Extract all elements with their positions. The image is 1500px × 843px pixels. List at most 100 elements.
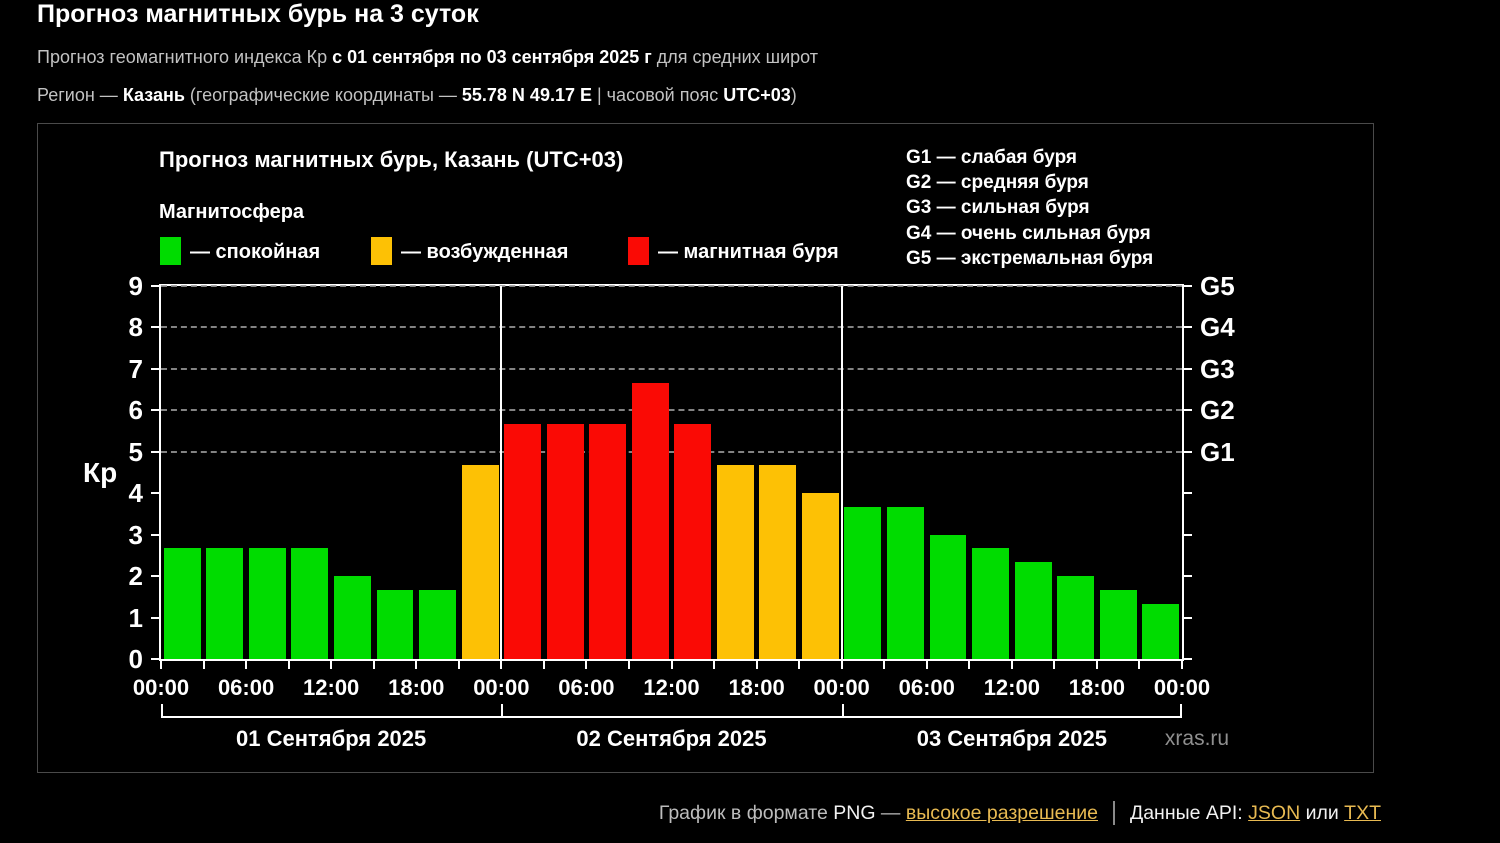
- x-axis-tick: [415, 659, 418, 669]
- y-axis-tick-right: [1182, 575, 1192, 578]
- region-label: Регион —: [37, 85, 123, 105]
- day-separator: [840, 286, 843, 659]
- x-axis-tick: [1053, 659, 1056, 669]
- subtitle-dates: с 01 сентября по 03 сентября 2025 г: [332, 47, 652, 67]
- day-separator: [500, 286, 503, 659]
- x-axis-tick: [798, 659, 801, 669]
- date-bracket-tick: [841, 704, 844, 718]
- kp-bar: [1057, 576, 1095, 659]
- x-axis-tick: [500, 659, 503, 669]
- x-axis-tick: [1010, 659, 1013, 669]
- kp-bar: [1014, 562, 1052, 659]
- y-axis-tick-right: [1182, 658, 1192, 660]
- x-axis-tick: [968, 659, 971, 669]
- footer-or-text: или: [1300, 801, 1345, 824]
- x-tick-label: 18:00: [728, 675, 785, 700]
- kp-bar: [844, 506, 882, 659]
- y-axis-tick: [151, 658, 159, 660]
- y-tick-label: 9: [128, 271, 143, 301]
- date-bracket-tick: [1180, 704, 1182, 718]
- region-timezone: UTC+03: [723, 85, 791, 105]
- x-tick-label: 00:00: [473, 675, 530, 700]
- kp-bar: [1142, 603, 1180, 659]
- y-axis-tick: [151, 326, 159, 329]
- kp-bar: [206, 548, 244, 659]
- date-label: 01 Сентября 2025: [236, 726, 427, 751]
- g-level-label: G2: [1200, 395, 1235, 426]
- date-bracket-tick: [161, 704, 163, 718]
- x-tick-label: 18:00: [1068, 675, 1126, 700]
- x-tick-label: 12:00: [983, 675, 1040, 700]
- y-tick-label: 3: [128, 519, 143, 550]
- x-axis-tick: [245, 659, 248, 669]
- x-axis-tick: [457, 659, 460, 669]
- x-axis-tick: [1095, 659, 1098, 669]
- g-level-label: G3: [1200, 353, 1235, 384]
- x-tick-label: 00:00: [132, 675, 190, 700]
- footer-png-text: PNG: [833, 801, 876, 824]
- x-axis-tick: [713, 659, 716, 669]
- region-sep: | часовой пояс: [592, 85, 724, 105]
- subtitle-pre: Прогноз геомагнитного индекса Кр: [37, 47, 333, 67]
- x-axis-tick: [330, 659, 333, 669]
- y-axis-tick: [151, 533, 159, 536]
- legend-title: Магнитосфера: [159, 201, 305, 223]
- y-axis-title: Кр: [83, 456, 118, 488]
- x-tick-label: 00:00: [813, 675, 870, 700]
- x-tick-label: 12:00: [643, 675, 700, 700]
- x-tick-label: 06:00: [558, 675, 615, 700]
- subtitle-post: для средних широт: [651, 47, 819, 67]
- x-axis-tick: [542, 659, 545, 669]
- kp-bar: [887, 506, 924, 659]
- forecast-subtitle: Прогноз геомагнитного индекса Кр с 01 се…: [37, 47, 818, 68]
- region-line: Регион — Казань (географические координа…: [37, 85, 797, 106]
- x-axis-tick: [1181, 659, 1183, 669]
- x-axis-tick: [627, 659, 630, 669]
- x-axis-tick: [755, 659, 758, 669]
- kp-bar: [716, 465, 754, 659]
- json-link[interactable]: JSON: [1248, 801, 1301, 824]
- y-tick-label: 5: [128, 436, 143, 467]
- kp-bar: [248, 548, 286, 659]
- legend-swatch-storm: [628, 237, 649, 265]
- date-label: 02 Сентября 2025: [576, 726, 767, 751]
- kp-bar: [504, 424, 542, 659]
- y-tick-label: 2: [128, 561, 143, 592]
- legend-swatch-calm: [160, 237, 181, 265]
- region-coords: 55.78 N 49.17 E: [461, 85, 592, 105]
- x-axis-tick: [840, 659, 843, 669]
- legend-label-calm: — спокойная: [190, 241, 321, 263]
- x-axis-tick: [670, 659, 673, 669]
- kp-bar: [163, 548, 201, 659]
- kp-bar: [291, 548, 329, 659]
- y-tick-label: 7: [128, 353, 143, 384]
- date-bracket-line: [161, 716, 1182, 718]
- x-tick-label: 00:00: [1153, 675, 1211, 700]
- page-title: Прогноз магнитных бурь на 3 суток: [37, 0, 479, 28]
- footer-separator: [1113, 801, 1115, 825]
- txt-link[interactable]: TXT: [1344, 801, 1381, 824]
- kp-gridline: [161, 285, 1182, 287]
- date-label: 03 Сентября 2025: [916, 726, 1107, 751]
- kp-gridline: [161, 409, 1182, 412]
- kp-bar-plot: 0 1 2 3 4 5 6 7 8 9 G1 G2 G3 G4 G5 Кр 00:00 06:00 12:00 18:…: [83, 271, 1235, 751]
- x-axis-tick: [585, 659, 588, 669]
- x-tick-label: 18:00: [388, 675, 445, 700]
- legend-label-excited: — возбужденная: [401, 241, 569, 263]
- x-tick-label: 12:00: [303, 675, 360, 700]
- kp-bar: [376, 589, 414, 659]
- g-scale-legend-item: G1 — слабая буря: [906, 147, 1078, 168]
- footer-api-label: Данные API:: [1130, 801, 1249, 824]
- kp-bar: [461, 465, 499, 659]
- y-axis-tick: [151, 575, 159, 578]
- y-axis-tick-right: [1182, 285, 1192, 287]
- x-axis-tick: [372, 659, 375, 669]
- hires-link[interactable]: высокое разрешение: [905, 801, 1098, 824]
- kp-gridline: [161, 326, 1182, 329]
- kp-bar: [333, 576, 371, 659]
- region-mid: (географические координаты —: [184, 85, 462, 105]
- g-level-label: G4: [1200, 312, 1235, 343]
- chart-title: Прогноз магнитных бурь, Казань (UTC+03): [159, 147, 624, 172]
- y-axis-tick-right: [1182, 450, 1192, 453]
- footer-dash: —: [875, 801, 906, 824]
